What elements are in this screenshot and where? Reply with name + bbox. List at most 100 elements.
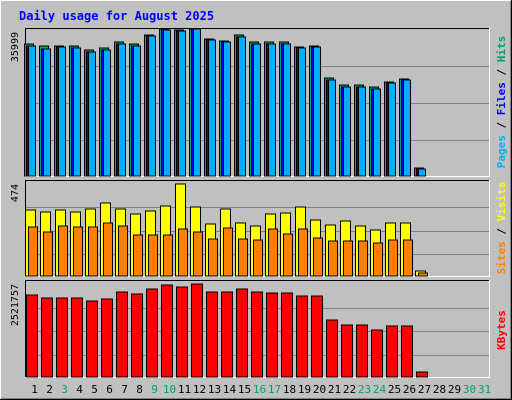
bar-sites <box>148 234 158 277</box>
chart-title: Daily usage for August 2025 <box>19 9 214 23</box>
bar-pages <box>373 88 381 177</box>
x-tick-label: 22 <box>343 383 356 396</box>
bar-pages <box>298 47 306 177</box>
bar-sites <box>283 233 293 277</box>
bar-pages <box>178 30 186 177</box>
bar-kbytes <box>251 291 263 378</box>
x-tick-label: 1 <box>31 383 38 396</box>
bar-kbytes <box>326 319 338 378</box>
bar-sites <box>313 237 323 277</box>
x-tick-label: 4 <box>76 383 83 396</box>
bar-kbytes <box>281 292 293 378</box>
bar-sites <box>193 231 203 277</box>
bar-pages <box>418 168 426 177</box>
bar-sites <box>58 225 68 277</box>
bar-sites <box>208 238 218 277</box>
bar-kbytes <box>86 300 98 378</box>
bar-pages <box>148 35 156 177</box>
x-tick-label: 8 <box>136 383 143 396</box>
legend-item-pages: Pages <box>495 135 508 168</box>
bar-pages <box>28 45 36 177</box>
bar-kbytes <box>296 295 308 378</box>
x-tick-label: 29 <box>448 383 461 396</box>
bar-sites <box>28 226 38 277</box>
bar-sites <box>358 240 368 277</box>
bar-sites <box>388 239 398 277</box>
x-tick-label: 5 <box>91 383 98 396</box>
bar-pages <box>133 45 141 177</box>
bar-kbytes <box>26 294 38 378</box>
bar-sites <box>328 240 338 277</box>
y-max-label: 2521757 <box>10 284 21 326</box>
bar-kbytes <box>146 288 158 378</box>
bar-pages <box>328 79 336 177</box>
bar-sites <box>73 226 83 277</box>
bar-sites <box>163 234 173 277</box>
bar-pages <box>253 43 261 177</box>
bar-pages <box>223 41 231 177</box>
bar-kbytes <box>221 291 233 378</box>
panel-pages-files-hits: 35999 Pages / Files / Hits <box>10 28 508 177</box>
bar-sites <box>403 239 413 277</box>
bar-sites <box>223 227 233 277</box>
x-tick-label: 28 <box>433 383 446 396</box>
bar-pages <box>313 46 321 177</box>
x-tick-label: 31 <box>478 383 491 396</box>
bar-sites <box>373 242 383 277</box>
panel-kbytes: 2521757 KBytes <box>10 280 508 378</box>
x-tick-label: 7 <box>121 383 128 396</box>
bar-sites <box>268 228 278 277</box>
bar-kbytes <box>191 283 203 378</box>
bar-kbytes <box>236 288 248 378</box>
x-tick-label: 26 <box>403 383 416 396</box>
bar-sites <box>133 234 143 277</box>
x-tick-label: 11 <box>178 383 191 396</box>
bar-kbytes <box>356 324 368 378</box>
x-tick-label: 6 <box>106 383 113 396</box>
x-tick-label: 24 <box>373 383 387 396</box>
bar-kbytes <box>341 324 353 378</box>
bar-sites <box>103 222 113 277</box>
bar-pages <box>73 47 81 177</box>
bar-pages <box>268 43 276 177</box>
bar-kbytes <box>56 297 68 378</box>
x-tick-label: 2 <box>46 383 53 396</box>
bar-pages <box>163 29 171 177</box>
y-max-label: 474 <box>10 184 21 202</box>
x-tick-label: 19 <box>298 383 311 396</box>
bar-sites <box>238 238 248 277</box>
bar-kbytes <box>131 293 143 378</box>
bar-kbytes <box>161 284 173 378</box>
x-tick-label: 9 <box>151 383 158 396</box>
bar-kbytes <box>416 371 428 378</box>
x-tick-label: 25 <box>388 383 401 396</box>
x-tick-label: 3 <box>61 383 68 396</box>
bar-sites <box>88 226 98 277</box>
bar-kbytes <box>71 297 83 378</box>
bar-kbytes <box>266 292 278 378</box>
bar-pages <box>58 46 66 177</box>
bar-kbytes <box>101 298 113 378</box>
x-tick-label: 16 <box>253 383 266 396</box>
legend-text: Pages / Files / Hits <box>495 36 508 169</box>
x-tick-label: 30 <box>463 383 476 396</box>
x-tick-label: 20 <box>313 383 326 396</box>
bar-sites <box>418 272 428 277</box>
bar-kbytes <box>41 297 53 378</box>
legend: KBytes <box>495 310 508 350</box>
legend-item-sites: Sites <box>495 241 508 274</box>
legend-separator: / <box>495 115 508 135</box>
x-tick-label: 15 <box>238 383 251 396</box>
legend-text: Sites / Visits <box>495 182 508 275</box>
bar-pages <box>88 51 96 177</box>
bar-kbytes <box>116 291 128 378</box>
x-tick-label: 21 <box>328 383 341 396</box>
bar-pages <box>238 36 246 177</box>
legend-item-visits: Visits <box>495 182 508 222</box>
bar-pages <box>193 28 201 177</box>
bar-kbytes <box>311 295 323 378</box>
bar-pages <box>358 86 366 177</box>
bar-sites <box>298 228 308 277</box>
x-tick-label: 14 <box>223 383 237 396</box>
